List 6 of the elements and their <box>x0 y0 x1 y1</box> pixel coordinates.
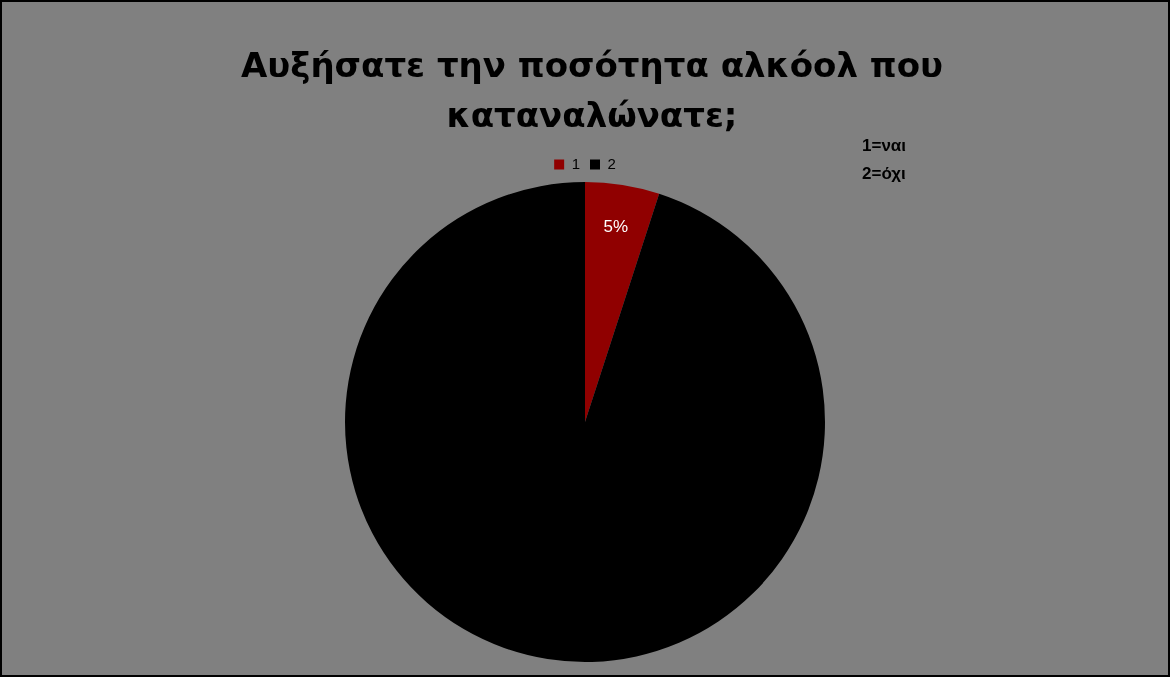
legend-label: 1 <box>571 154 580 172</box>
data-label: 5% <box>603 217 629 237</box>
text: 1=ναι <box>862 135 907 157</box>
chart-title: Αυξήσατε την ποσότητα αλκόολ που καταναλώνατε; <box>241 45 943 135</box>
text: 2=όχι <box>862 163 907 185</box>
legend-label: 2 <box>607 154 616 172</box>
